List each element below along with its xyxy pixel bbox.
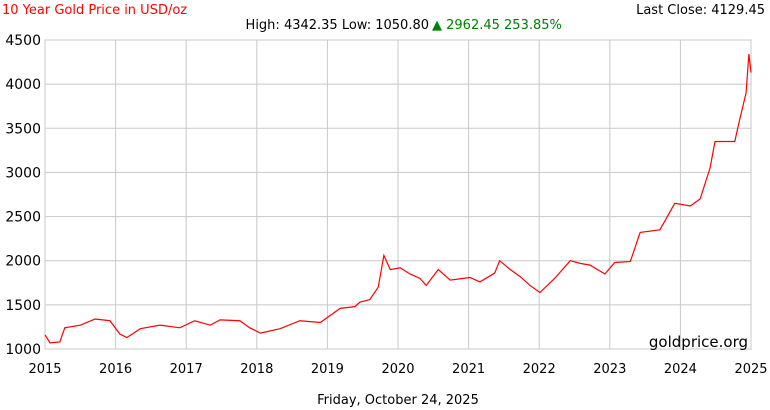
x-tick-label: 2019 [311, 362, 344, 377]
last-close: Last Close: 4129.45 [636, 3, 765, 18]
y-tick-label: 2500 [5, 210, 41, 226]
y-tick-label: 1000 [5, 342, 41, 358]
y-tick-label: 4500 [5, 33, 41, 49]
y-tick-label: 3000 [5, 165, 41, 181]
x-tick-label: 2024 [664, 362, 697, 377]
x-tick-label: 2021 [452, 362, 485, 377]
x-tick-label: 2020 [381, 362, 414, 377]
x-tick-label: 2022 [523, 362, 556, 377]
y-tick-label: 1500 [5, 298, 41, 314]
watermark: goldprice.org [649, 333, 748, 351]
x-tick-label: 2017 [170, 362, 203, 377]
y-tick-label: 4000 [5, 77, 41, 93]
change: ▲ 2962.45 253.85% [432, 18, 562, 33]
chart-title: 10 Year Gold Price in USD/oz [2, 3, 187, 18]
x-tick-label: 2025 [734, 362, 767, 377]
y-tick-label: 3500 [5, 121, 41, 137]
price-line [44, 54, 752, 344]
date: Friday, October 24, 2025 [317, 393, 479, 408]
x-tick-label: 2018 [240, 362, 273, 377]
y-tick-label: 2000 [5, 254, 41, 270]
x-tick-label: 2023 [593, 362, 626, 377]
stats: High: 4342.35 Low: 1050.80 [246, 18, 429, 33]
x-tick-label: 2016 [99, 362, 132, 377]
x-tick-label: 2015 [28, 362, 61, 377]
